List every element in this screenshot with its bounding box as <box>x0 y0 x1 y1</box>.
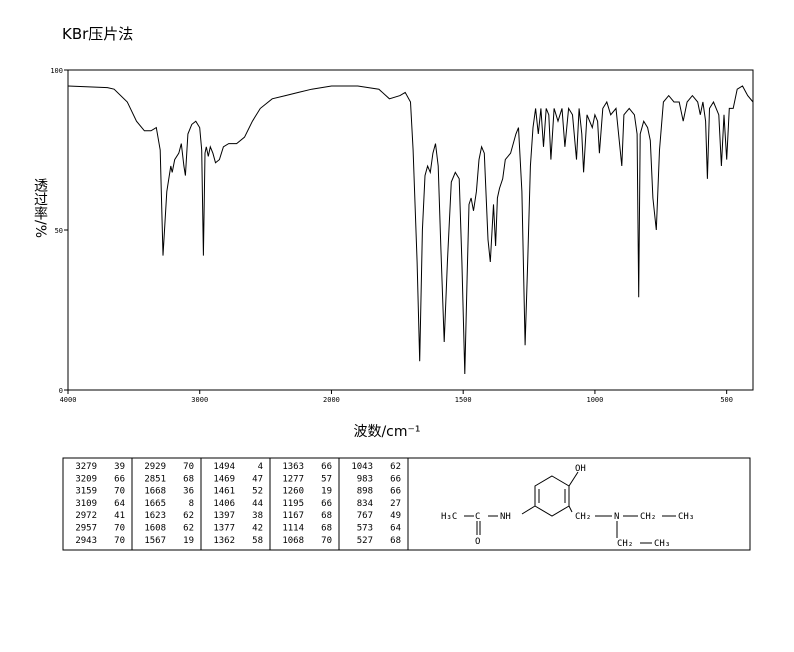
x-tick-label: 1000 <box>586 396 603 404</box>
peak-wavenumber: 1461 <box>213 487 235 497</box>
peak-transmittance: 70 <box>114 487 125 497</box>
spectrum-line <box>67 85 754 375</box>
peak-wavenumber: 3209 <box>75 474 97 484</box>
structure-label: CH₂ <box>640 512 656 522</box>
peak-wavenumber: 573 <box>357 524 373 534</box>
peak-wavenumber: 1362 <box>213 536 235 546</box>
structure-label: OH <box>575 464 586 474</box>
x-tick-label: 4000 <box>60 396 77 404</box>
x-tick-label: 2000 <box>323 396 340 404</box>
peak-wavenumber: 1567 <box>144 536 166 546</box>
peak-transmittance: 52 <box>252 487 263 497</box>
structure-label: NH <box>500 512 511 522</box>
peak-transmittance: 68 <box>183 474 194 484</box>
structure-label: CH₂ <box>617 539 633 549</box>
peak-wavenumber: 1068 <box>282 536 304 546</box>
peak-transmittance: 4 <box>258 462 263 472</box>
peak-wavenumber: 1665 <box>144 499 166 509</box>
peak-transmittance: 49 <box>390 511 401 521</box>
peak-wavenumber: 3279 <box>75 462 97 472</box>
peak-transmittance: 39 <box>114 462 125 472</box>
peak-wavenumber: 2929 <box>144 462 166 472</box>
x-axis-label: 波数/cm⁻¹ <box>353 424 420 440</box>
peak-wavenumber: 1114 <box>282 524 304 534</box>
peak-transmittance: 41 <box>114 511 125 521</box>
peak-wavenumber: 1195 <box>282 499 304 509</box>
peak-transmittance: 64 <box>114 499 125 509</box>
peak-table: 3279 39 3209 66 3159 70 3109 64 2972 41 2957 70 2943… <box>75 458 409 550</box>
peak-wavenumber: 2851 <box>144 474 166 484</box>
y-tick-label: 100 <box>50 67 63 75</box>
structure-label: C <box>475 512 480 522</box>
structure-label: CH₂ <box>575 512 591 522</box>
peak-transmittance: 66 <box>390 474 401 484</box>
peak-wavenumber: 1608 <box>144 524 166 534</box>
peak-transmittance: 47 <box>252 474 263 484</box>
peak-transmittance: 70 <box>321 536 332 546</box>
structure-label: H₃C <box>441 512 457 522</box>
peak-transmittance: 66 <box>114 474 125 484</box>
peak-transmittance: 70 <box>183 462 194 472</box>
y-tick-label: 0 <box>59 387 63 395</box>
peak-transmittance: 68 <box>321 524 332 534</box>
peak-wavenumber: 3109 <box>75 499 97 509</box>
peak-wavenumber: 3159 <box>75 487 97 497</box>
peak-wavenumber: 2972 <box>75 511 97 521</box>
peak-transmittance: 27 <box>390 499 401 509</box>
peak-wavenumber: 1623 <box>144 511 166 521</box>
peak-wavenumber: 767 <box>357 511 373 521</box>
peak-wavenumber: 1397 <box>213 511 235 521</box>
table-frame <box>62 457 751 551</box>
plot-frame <box>67 69 754 391</box>
structure-label: O <box>475 537 480 547</box>
peak-wavenumber: 1377 <box>213 524 235 534</box>
peak-transmittance: 19 <box>321 487 332 497</box>
structure-label: N <box>614 512 619 522</box>
peak-transmittance: 66 <box>390 487 401 497</box>
peak-transmittance: 66 <box>321 499 332 509</box>
peak-transmittance: 70 <box>114 536 125 546</box>
peak-wavenumber: 527 <box>357 536 373 546</box>
peak-transmittance: 68 <box>321 511 332 521</box>
peak-transmittance: 62 <box>390 462 401 472</box>
x-tick-label: 3000 <box>191 396 208 404</box>
peak-transmittance: 42 <box>252 524 263 534</box>
peak-transmittance: 68 <box>390 536 401 546</box>
peak-wavenumber: 1260 <box>282 487 304 497</box>
peak-wavenumber: 1668 <box>144 487 166 497</box>
peak-transmittance: 70 <box>114 524 125 534</box>
peak-transmittance: 38 <box>252 511 263 521</box>
peak-transmittance: 44 <box>252 499 263 509</box>
chart-title: KBr压片法 <box>62 25 133 43</box>
peak-wavenumber: 1494 <box>213 462 235 472</box>
peak-wavenumber: 834 <box>357 499 373 509</box>
peak-wavenumber: 1043 <box>351 462 373 472</box>
x-tick-label: 500 <box>720 396 733 404</box>
peak-wavenumber: 2943 <box>75 536 97 546</box>
y-axis-label: 透过率/% <box>32 178 48 238</box>
peak-transmittance: 62 <box>183 511 194 521</box>
peak-transmittance: 62 <box>183 524 194 534</box>
y-tick-label: 50 <box>55 227 63 235</box>
peak-transmittance: 66 <box>321 462 332 472</box>
structure-label: CH₃ <box>678 512 694 522</box>
x-tick-label: 1500 <box>455 396 472 404</box>
peak-wavenumber: 1167 <box>282 511 304 521</box>
peak-wavenumber: 1363 <box>282 462 304 472</box>
peak-transmittance: 58 <box>252 536 263 546</box>
peak-wavenumber: 1277 <box>282 474 304 484</box>
structure-bonds <box>464 471 676 544</box>
peak-transmittance: 8 <box>189 499 194 509</box>
peak-transmittance: 64 <box>390 524 401 534</box>
peak-wavenumber: 898 <box>357 487 373 497</box>
peak-wavenumber: 1469 <box>213 474 235 484</box>
peak-wavenumber: 1406 <box>213 499 235 509</box>
peak-transmittance: 57 <box>321 474 332 484</box>
structure-label: CH₃ <box>654 539 670 549</box>
peak-wavenumber: 983 <box>357 474 373 484</box>
peak-transmittance: 36 <box>183 487 194 497</box>
peak-wavenumber: 2957 <box>75 524 97 534</box>
peak-transmittance: 19 <box>183 536 194 546</box>
